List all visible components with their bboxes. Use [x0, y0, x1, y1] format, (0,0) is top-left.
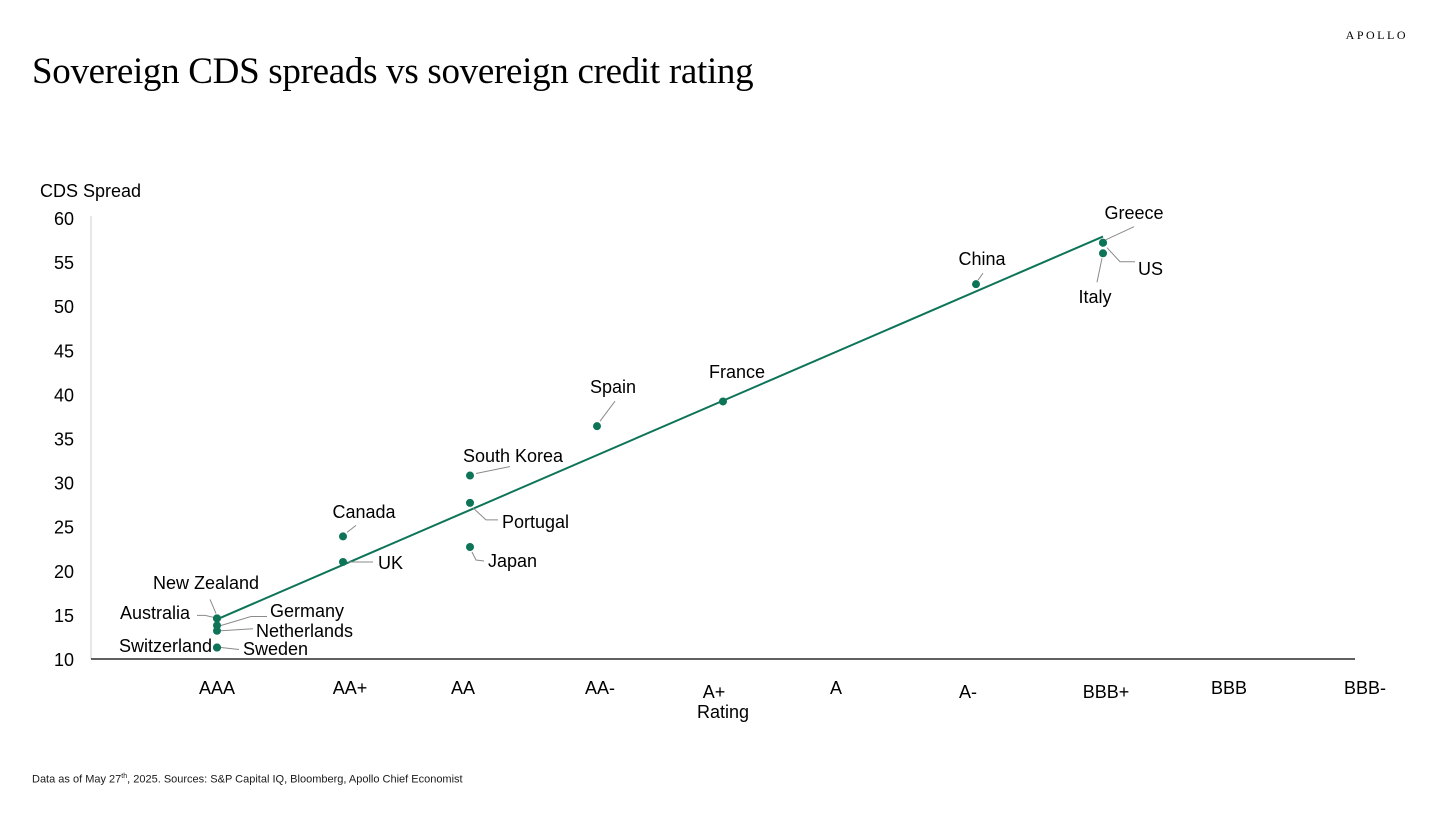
y-tick-label: 50 [54, 297, 74, 317]
point-south-korea [466, 471, 474, 480]
label-south-korea: South Korea [463, 446, 564, 466]
label-portugal: Portugal [502, 512, 569, 532]
x-tick-label-a: A [830, 678, 842, 698]
leader-australia [197, 614, 215, 618]
x-tick-label-a: A+ [703, 682, 726, 702]
label-japan: Japan [488, 551, 537, 571]
point-uk [339, 557, 347, 566]
label-france: France [709, 362, 765, 382]
leader-italy [1096, 258, 1103, 283]
point-sweden [213, 643, 221, 652]
label-canada: Canada [332, 502, 396, 522]
x-tick-label-bbb: BBB [1211, 678, 1247, 698]
y-tick-label: 55 [54, 253, 74, 273]
point-italy [1099, 249, 1107, 258]
y-tick-label: 25 [54, 518, 74, 538]
x-tick-label-aa: AA [451, 678, 475, 698]
leader-new-zealand [209, 599, 217, 614]
point-france [719, 397, 727, 406]
label-spain: Spain [590, 377, 636, 397]
y-axis-title: CDS Spread [40, 181, 141, 201]
label-uk: UK [378, 553, 403, 573]
leader-germany [220, 615, 267, 626]
y-tick-label: 20 [54, 562, 74, 582]
label-us: US [1138, 259, 1163, 279]
label-sweden: Sweden [243, 639, 308, 659]
leader-sweden [220, 647, 240, 651]
leader-greece [1105, 226, 1135, 241]
label-new-zealand: New Zealand [153, 573, 259, 593]
point-japan [466, 542, 474, 551]
x-tick-label-aa: AA- [585, 678, 615, 698]
y-tick-label: 45 [54, 341, 74, 361]
point-germany [213, 621, 221, 630]
point-portugal [466, 498, 474, 507]
x-axis-title: Rating [697, 702, 749, 722]
footnote-suffix: , 2025. Sources: S&P Capital IQ, Bloombe… [127, 773, 463, 786]
leader-us [1106, 247, 1135, 263]
y-tick-label: 40 [54, 385, 74, 405]
point-greece [1099, 238, 1107, 247]
point-china [972, 280, 980, 289]
leader-portugal [472, 507, 498, 521]
leader-canada [346, 525, 357, 533]
leader-spain [599, 400, 616, 422]
label-switzerland: Switzerland [119, 636, 212, 656]
x-tick-label-aaa: AAA [199, 678, 235, 698]
y-tick-label: 30 [54, 474, 74, 494]
leader-netherlands [220, 628, 254, 632]
y-tick-label: 60 [54, 209, 74, 229]
x-tick-label-bbb: BBB+ [1083, 682, 1130, 702]
leader-china [977, 272, 984, 281]
point-canada [339, 532, 347, 541]
y-tick-label: 10 [54, 650, 74, 670]
label-greece: Greece [1104, 203, 1163, 223]
label-australia: Australia [120, 603, 191, 623]
trend-line [216, 235, 1104, 621]
footnote: Data as of May 27th, 2025. Sources: S&P … [32, 773, 463, 786]
label-italy: Italy [1078, 287, 1111, 307]
point-spain [593, 422, 601, 431]
x-tick-label-bbb: BBB- [1344, 678, 1386, 698]
footnote-prefix: Data as of May 27 [32, 773, 122, 786]
footnote-sup: th [121, 773, 128, 780]
y-tick-label: 35 [54, 430, 74, 450]
label-netherlands: Netherlands [256, 621, 353, 641]
y-tick-label: 15 [54, 606, 74, 626]
label-germany: Germany [270, 601, 344, 621]
x-tick-label-aa: AA+ [333, 678, 368, 698]
apollo-logo: APOLLO [1345, 28, 1408, 42]
chart-title: Sovereign CDS spreads vs sovereign credi… [32, 51, 754, 92]
point-new-zealand [213, 614, 221, 623]
leader-south-korea [475, 466, 511, 475]
x-tick-label-a: A- [959, 682, 977, 702]
leader-japan [471, 551, 485, 562]
label-china: China [958, 249, 1006, 269]
